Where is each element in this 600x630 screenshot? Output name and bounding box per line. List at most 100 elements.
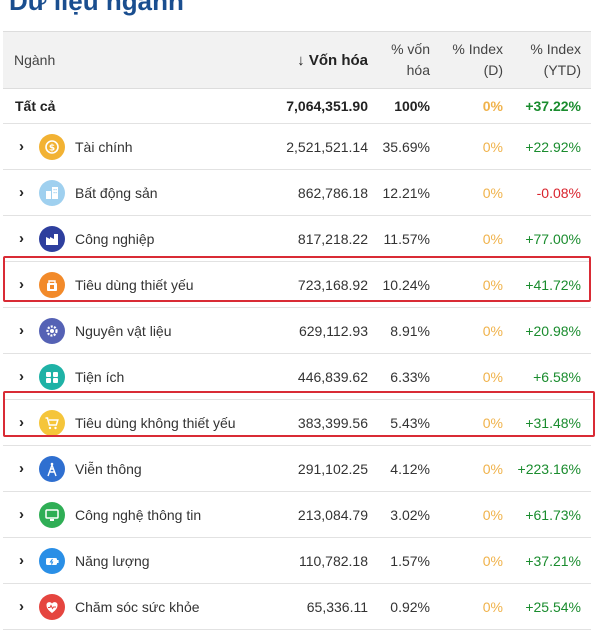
market-cap-value: 291,102.25 [297,460,368,477]
sector-cell: › Năng lượng [3,547,265,574]
header-cap-share[interactable]: % vốn hóa [368,39,430,81]
sector-cell: › Công nghiệp [3,225,265,252]
sector-name: Tiện ích [75,368,125,385]
consumer-staples-basket-icon [39,271,65,298]
cap-share-value: 3.02% [390,506,430,523]
expand-chevron-icon[interactable]: › [19,322,24,339]
market-cap-value: 817,218.22 [297,230,368,247]
sector-name: Tiêu dùng không thiết yếu [75,414,236,431]
market-cap-value: 383,399.56 [297,414,368,431]
healthcare-heart-icon [39,593,65,620]
shopping-cart-icon [39,409,65,436]
index-d-value: 0% [482,552,503,569]
index-d-value: 0% [482,414,503,431]
page-title: Dữ liệu ngành [9,0,184,16]
sector-cell: › Nguyên vật liệu [3,317,265,344]
total-market-cap: 7,064,351.90 [286,98,368,114]
expand-chevron-icon[interactable]: › [19,414,24,431]
sector-cell: › Tiêu dùng thiết yếu [3,271,265,298]
sector-row-nguyen-vat-lieu[interactable]: › Nguyên vật liệu 629,112.93 8.91% 0% +20.98% [3,308,591,354]
sector-name: Công nghiệp [75,230,155,247]
sector-name: Năng lượng [75,552,150,569]
sector-cell: › Chăm sóc sức khỏe [3,593,265,620]
sector-rows: › $ Tài chính 2,521,521.14 35.69% 0% +22.92% › B… [3,124,591,630]
sector-table: Ngành ↓ Vốn hóa % vốn hóa % Index (D) % … [3,31,591,630]
telecom-tower-icon [39,455,65,482]
cap-share-value: 12.21% [382,184,430,201]
sector-row-tieu-dung-thiet-yeu[interactable]: › Tiêu dùng thiết yếu 723,168.92 10.24% 0% +4… [3,262,591,308]
expand-chevron-icon[interactable]: › [19,276,24,293]
svg-text:$: $ [49,143,55,153]
sector-row-nang-luong[interactable]: › Năng lượng 110,782.18 1.57% 0% +37.21% [3,538,591,584]
index-ytd-value: +223.16% [517,460,581,477]
real-estate-buildings-icon [39,179,65,206]
index-ytd-value: -0.08% [536,184,581,201]
utilities-icon [39,363,65,390]
index-ytd-value: +6.58% [533,368,581,385]
total-label: Tất cả [15,98,56,114]
market-cap-value: 2,521,521.14 [286,138,368,155]
total-row: Tất cả 7,064,351.90 100% 0% +37.22% [3,89,591,124]
sector-row-tien-ich[interactable]: › Tiện ích 446,839.62 6.33% 0% +6.58% [3,354,591,400]
expand-chevron-icon[interactable]: › [19,230,24,247]
market-cap-value: 110,782.18 [298,552,368,569]
cap-share-value: 4.12% [390,460,430,477]
index-d-value: 0% [482,598,503,615]
index-ytd-value: +25.54% [525,598,581,615]
cap-share-value: 6.33% [390,368,430,385]
sector-cell: › Tiện ích [3,363,265,390]
table-header: Ngành ↓ Vốn hóa % vốn hóa % Index (D) % … [3,31,591,89]
index-d-value: 0% [482,230,503,247]
cap-share-value: 8.91% [390,322,430,339]
expand-chevron-icon[interactable]: › [19,184,24,201]
index-d-value: 0% [482,506,503,523]
header-index-ytd-line1: % Index [530,41,581,57]
market-cap-value: 65,336.11 [306,598,368,615]
sector-name: Tiêu dùng thiết yếu [75,276,194,293]
sector-row-cong-nghiep[interactable]: › Công nghiệp 817,218.22 11.57% 0% +77.00% [3,216,591,262]
sector-cell: › Tiêu dùng không thiết yếu [3,409,265,436]
expand-chevron-icon[interactable]: › [19,138,24,155]
sector-name: Chăm sóc sức khỏe [75,598,200,615]
expand-chevron-icon[interactable]: › [19,368,24,385]
sector-row-cham-soc-suc-khoe[interactable]: › Chăm sóc sức khỏe 65,336.11 0.92% 0% +25.54… [3,584,591,630]
expand-chevron-icon[interactable]: › [19,552,24,569]
sector-name: Bất động sản [75,184,158,201]
expand-chevron-icon[interactable]: › [19,506,24,523]
header-market-cap[interactable]: ↓ Vốn hóa [297,51,368,69]
market-cap-value: 862,786.18 [297,184,368,201]
cap-share-value: 1.57% [390,552,430,569]
market-cap-value: 446,839.62 [297,368,368,385]
total-index-d: 0% [482,98,503,114]
sector-row-tieu-dung-khong-thiet-yeu[interactable]: › Tiêu dùng không thiết yếu 383,399.56 5.43… [3,400,591,446]
index-d-value: 0% [482,276,503,293]
index-ytd-value: +22.92% [525,138,581,155]
header-index-d[interactable]: % Index (D) [430,39,503,81]
cap-share-value: 35.69% [382,138,430,155]
cap-share-value: 10.24% [382,276,430,293]
finance-coin-icon: $ [39,133,65,160]
index-ytd-value: +20.98% [525,322,581,339]
header-index-ytd-line2: (YTD) [543,62,581,78]
total-index-ytd: +37.22% [525,98,581,114]
expand-chevron-icon[interactable]: › [19,598,24,615]
sector-name: Nguyên vật liệu [75,322,172,339]
sector-row-bat-dong-san[interactable]: › Bất động sản 862,786.18 12.21% 0% -0.08% [3,170,591,216]
sector-name: Tài chính [75,138,133,155]
header-index-ytd[interactable]: % Index (YTD) [503,39,581,81]
expand-chevron-icon[interactable]: › [19,460,24,477]
index-d-value: 0% [482,460,503,477]
index-d-value: 0% [482,138,503,155]
index-ytd-value: +37.21% [525,552,581,569]
index-d-value: 0% [482,368,503,385]
sector-name: Công nghệ thông tin [75,506,202,523]
sector-row-tai-chinh[interactable]: › $ Tài chính 2,521,521.14 35.69% 0% +22.92% [3,124,591,170]
sector-row-cong-nghe-thong-tin[interactable]: › Công nghệ thông tin 213,084.79 3.02% 0% +61… [3,492,591,538]
header-cap-share-line2: hóa [406,62,430,78]
sector-cell: › Bất động sản [3,179,265,206]
index-d-value: 0% [482,322,503,339]
cap-share-value: 5.43% [390,414,430,431]
sector-cell: › Viễn thông [3,455,265,482]
sector-row-vien-thong[interactable]: › Viễn thông 291,102.25 4.12% 0% +223.16% [3,446,591,492]
header-sector[interactable]: Ngành [14,51,56,68]
